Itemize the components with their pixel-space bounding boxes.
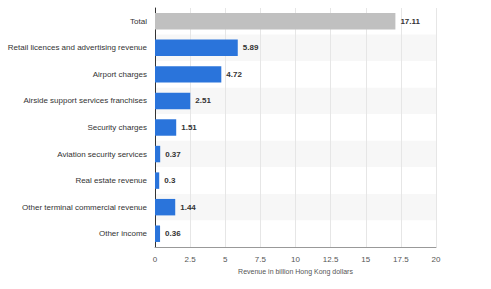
svg-text:5.89: 5.89 [243, 43, 259, 52]
svg-text:4.72: 4.72 [226, 70, 242, 79]
svg-text:20: 20 [432, 255, 441, 264]
svg-text:7.5: 7.5 [255, 255, 267, 264]
svg-text:Airside support services franc: Airside support services franchises [23, 96, 147, 105]
svg-text:Airport charges: Airport charges [93, 70, 147, 79]
svg-text:0.36: 0.36 [165, 229, 181, 238]
svg-text:Total: Total [130, 17, 147, 26]
svg-text:2.5: 2.5 [185, 255, 197, 264]
svg-text:0: 0 [153, 255, 158, 264]
svg-text:0.3: 0.3 [164, 176, 176, 185]
svg-text:15: 15 [361, 255, 370, 264]
svg-text:1.51: 1.51 [181, 123, 197, 132]
svg-text:Other income: Other income [99, 229, 148, 238]
svg-text:0.37: 0.37 [165, 150, 181, 159]
svg-text:17.5: 17.5 [393, 255, 409, 264]
svg-text:Retail licences and advertisin: Retail licences and advertising revenue [8, 43, 148, 52]
svg-text:12.5: 12.5 [323, 255, 339, 264]
svg-text:Real estate revenue: Real estate revenue [75, 176, 147, 185]
svg-text:Aviation security services: Aviation security services [57, 150, 147, 159]
svg-text:1.44: 1.44 [180, 203, 196, 212]
svg-text:Revenue in billion Hong Kong d: Revenue in billion Hong Kong dollars [238, 268, 353, 276]
svg-text:17.11: 17.11 [400, 17, 420, 26]
svg-text:2.51: 2.51 [195, 96, 211, 105]
svg-text:Other terminal commercial reve: Other terminal commercial revenue [22, 203, 147, 212]
svg-text:5: 5 [223, 255, 228, 264]
svg-text:10: 10 [291, 255, 300, 264]
svg-text:Security charges: Security charges [87, 123, 147, 132]
